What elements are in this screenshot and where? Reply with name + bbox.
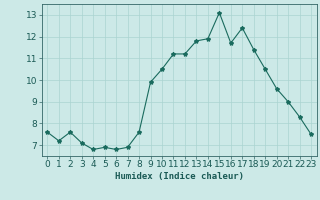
- X-axis label: Humidex (Indice chaleur): Humidex (Indice chaleur): [115, 172, 244, 181]
